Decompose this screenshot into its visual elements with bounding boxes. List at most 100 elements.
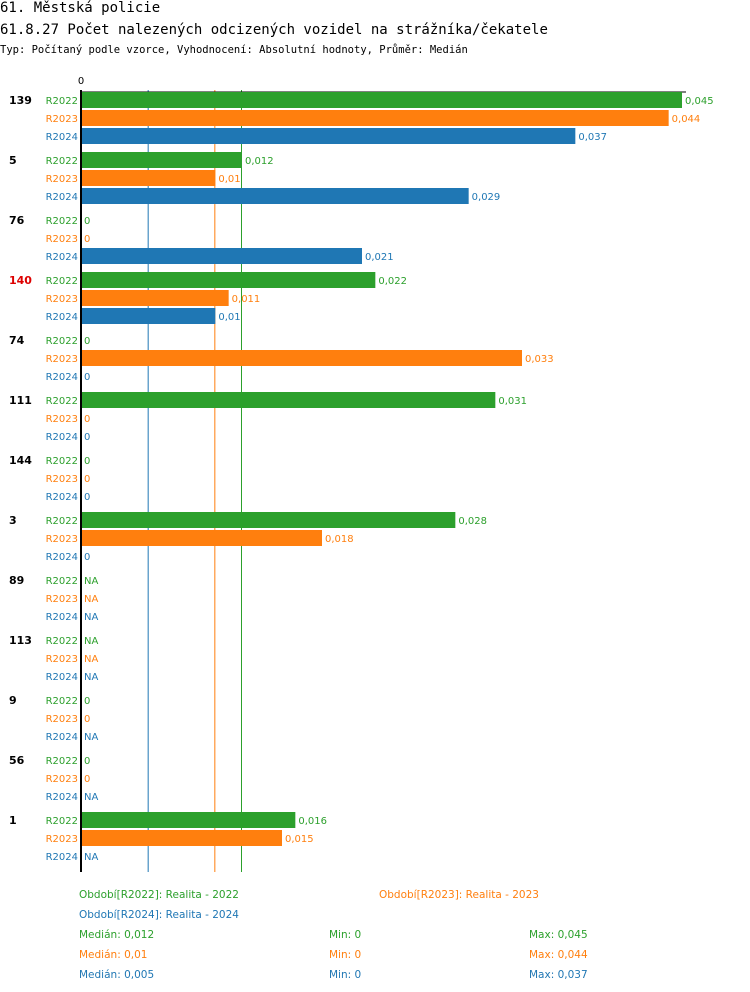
bar-r2022-1 [82, 812, 296, 828]
bar-r2024-5 [82, 188, 469, 204]
data-label: NA [84, 732, 98, 743]
stat-min: Min: 0 [329, 969, 361, 981]
bar-r2022-140 [82, 272, 376, 288]
data-label: 0 [84, 216, 90, 227]
series-label: R2023 [46, 534, 78, 545]
series-label: R2024 [46, 492, 78, 503]
series-label: R2022 [46, 336, 78, 347]
series-label: R2023 [46, 294, 78, 305]
bar-r2024-76 [82, 248, 362, 264]
series-label: R2022 [46, 276, 78, 287]
group-label: 144 [9, 454, 32, 467]
series-label: R2024 [46, 312, 78, 323]
group-label: 56 [9, 754, 25, 767]
data-label: NA [84, 852, 98, 863]
stat-median: Medián: 0,012 [79, 929, 154, 941]
group-label: 3 [9, 514, 17, 527]
legend-entry: Období[R2022]: Realita - 2022 [79, 889, 239, 901]
series-label: R2023 [46, 594, 78, 605]
series-label: R2022 [46, 696, 78, 707]
series-label: R2024 [46, 672, 78, 683]
bar-r2023-74 [82, 350, 522, 366]
bar-r2022-5 [82, 152, 242, 168]
series-label: R2024 [46, 732, 78, 743]
group-label: 74 [9, 334, 25, 347]
group-label: 1 [9, 814, 17, 827]
series-label: R2022 [46, 576, 78, 587]
series-label: R2023 [46, 354, 78, 365]
series-label: R2024 [46, 252, 78, 263]
series-label: R2022 [46, 96, 78, 107]
data-label: NA [84, 576, 98, 587]
data-label: 0 [84, 432, 90, 443]
group-label: 5 [9, 154, 17, 167]
data-label: 0,016 [298, 816, 327, 827]
series-label: R2022 [46, 816, 78, 827]
series-label: R2024 [46, 792, 78, 803]
data-label: 0 [84, 474, 90, 485]
series-label: R2022 [46, 636, 78, 647]
data-label: NA [84, 612, 98, 623]
bar-r2023-140 [82, 290, 229, 306]
group-label: 89 [9, 574, 24, 587]
data-label: NA [84, 792, 98, 803]
series-label: R2022 [46, 396, 78, 407]
data-label: 0,021 [365, 252, 394, 263]
series-label: R2023 [46, 714, 78, 725]
data-label: 0,045 [685, 96, 714, 107]
data-label: NA [84, 672, 98, 683]
bar-r2022-3 [82, 512, 456, 528]
stat-min: Min: 0 [329, 929, 361, 941]
series-label: R2024 [46, 132, 78, 143]
series-label: R2022 [46, 156, 78, 167]
series-label: R2022 [46, 516, 78, 527]
bar-r2023-1 [82, 830, 282, 846]
bar-r2024-140 [82, 308, 216, 324]
series-label: R2022 [46, 456, 78, 467]
data-label: 0,018 [325, 534, 354, 545]
legend-entry: Období[R2023]: Realita - 2023 [379, 889, 539, 901]
series-label: R2023 [46, 474, 78, 485]
data-label: 0 [84, 456, 90, 467]
bar-r2023-139 [82, 110, 669, 126]
axis-zero-label: 0 [78, 76, 84, 87]
data-label: 0,01 [218, 312, 240, 323]
bar-r2022-139 [82, 92, 682, 108]
data-label: NA [84, 636, 98, 647]
chart-subtitle: Typ: Počítaný podle vzorce, Vyhodnocení:… [0, 44, 468, 56]
stat-min: Min: 0 [329, 949, 361, 961]
chart-title: 61.8.27 Počet nalezených odcizených vozi… [0, 22, 548, 38]
data-label: 0,031 [498, 396, 527, 407]
bar-r2023-3 [82, 530, 322, 546]
data-label: 0 [84, 336, 90, 347]
stat-max: Max: 0,037 [529, 969, 588, 981]
data-label: 0 [84, 234, 90, 245]
bar-r2022-111 [82, 392, 496, 408]
series-label: R2024 [46, 192, 78, 203]
group-label: 140 [9, 274, 32, 287]
series-label: R2023 [46, 654, 78, 665]
data-label: 0,01 [218, 174, 240, 185]
data-label: 0,012 [245, 156, 274, 167]
data-label: NA [84, 594, 98, 605]
bar-r2023-5 [82, 170, 216, 186]
stat-max: Max: 0,044 [529, 949, 588, 961]
series-label: R2023 [46, 114, 78, 125]
series-label: R2023 [46, 834, 78, 845]
data-label: 0,028 [458, 516, 487, 527]
data-label: 0 [84, 552, 90, 563]
stat-median: Medián: 0,01 [79, 949, 147, 961]
data-label: 0,029 [472, 192, 501, 203]
data-label: 0,011 [232, 294, 261, 305]
data-label: 0 [84, 492, 90, 503]
series-label: R2024 [46, 372, 78, 383]
data-label: 0,015 [285, 834, 314, 845]
group-label: 113 [9, 634, 32, 647]
data-label: 0 [84, 372, 90, 383]
bar-r2024-139 [82, 128, 576, 144]
stat-median: Medián: 0,005 [79, 969, 154, 981]
data-label: 0,037 [578, 132, 607, 143]
data-label: 0 [84, 756, 90, 767]
legend-entry: Období[R2024]: Realita - 2024 [79, 909, 239, 921]
